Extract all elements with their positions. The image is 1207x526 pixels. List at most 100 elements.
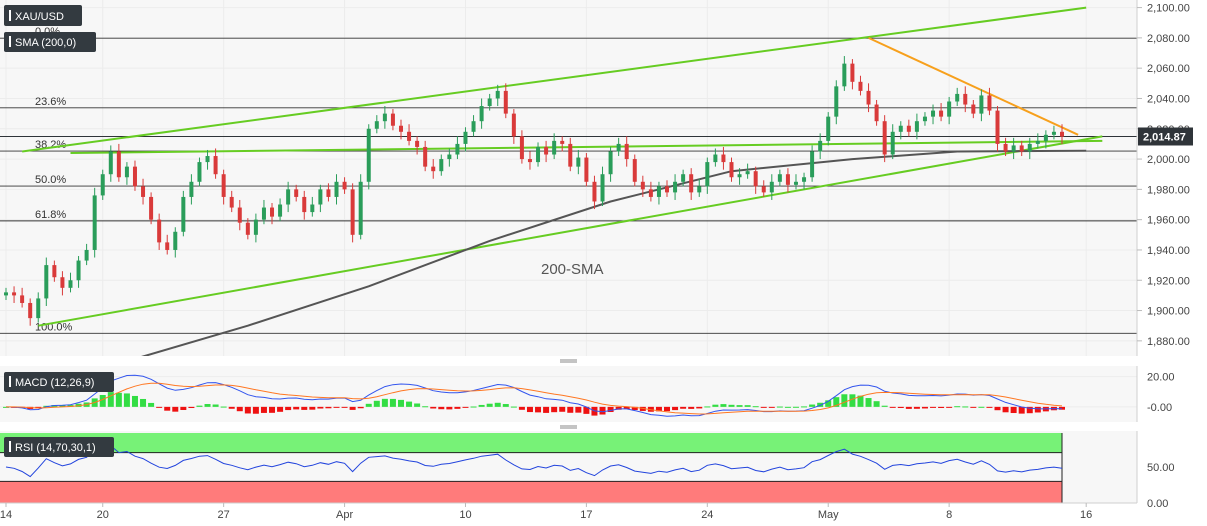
- x-tick-label: 20: [97, 509, 109, 521]
- y-tick-label: 2,100.00: [1147, 3, 1190, 15]
- x-tick-label: May: [818, 509, 839, 521]
- candle-body: [1051, 131, 1056, 135]
- macd-bar: [164, 406, 171, 411]
- candle-body: [1043, 134, 1048, 141]
- candle-body: [939, 110, 944, 117]
- macd-line: [5, 374, 1063, 417]
- candle-body: [576, 157, 581, 167]
- candle-body: [866, 90, 871, 105]
- macd-bar: [99, 394, 106, 407]
- macd-bar: [559, 406, 566, 412]
- macd-bar: [131, 395, 138, 407]
- candle-body: [479, 106, 484, 122]
- macd-bar: [1026, 406, 1033, 414]
- candle-body: [253, 219, 258, 235]
- x-tick-label: 14: [0, 509, 12, 521]
- macd-bar: [414, 403, 421, 407]
- macd-bar: [994, 406, 1001, 411]
- candle-body: [431, 166, 436, 172]
- macd-bar: [406, 401, 413, 407]
- x-tick-label: Apr: [336, 509, 353, 521]
- candle-body: [947, 101, 952, 117]
- macd-bar: [986, 406, 993, 408]
- macd-bar: [607, 406, 614, 413]
- candle-body: [721, 154, 726, 163]
- candle-body: [463, 131, 468, 144]
- macd-bar: [978, 406, 985, 408]
- candle-body: [898, 125, 903, 132]
- last-price-badge: [1138, 127, 1193, 146]
- macd-bar: [841, 394, 848, 407]
- macd-bar: [397, 399, 404, 407]
- macd-bar: [140, 398, 147, 407]
- macd-bar: [752, 406, 759, 408]
- macd-badge[interactable]: [4, 372, 114, 392]
- candle-body: [455, 143, 460, 155]
- macd-bar: [285, 406, 292, 411]
- macd-bar: [269, 406, 276, 413]
- macd-bar: [446, 406, 453, 410]
- sma-200-line: [118, 149, 1087, 365]
- pane-separator-1[interactable]: [0, 356, 1137, 366]
- candle-body: [527, 159, 532, 163]
- candle-body: [398, 125, 403, 132]
- candle-body: [656, 186, 661, 197]
- macd-axis: 20.00 -0.00: [1147, 372, 1175, 414]
- macd-bar: [389, 398, 396, 407]
- candle-body: [12, 292, 17, 296]
- x-tick-label: 10: [459, 509, 471, 521]
- candle-body: [1035, 140, 1040, 144]
- macd-bar: [277, 406, 284, 412]
- candle-body: [568, 143, 573, 167]
- rsi-badge[interactable]: [4, 437, 114, 457]
- candle-body: [592, 181, 597, 202]
- candle-body: [697, 186, 702, 193]
- macd-bar: [809, 404, 816, 407]
- candle-body: [624, 143, 629, 160]
- macd-bar: [970, 406, 977, 408]
- macd-tick-label: 20.00: [1147, 372, 1175, 384]
- macd-bar: [357, 406, 364, 409]
- macd-bar: [1002, 406, 1009, 413]
- signal-line: [6, 382, 1063, 415]
- macd-bar: [430, 406, 437, 409]
- macd-bar: [551, 406, 558, 413]
- candle-body: [471, 121, 476, 132]
- macd-bar: [865, 398, 872, 407]
- macd-bar: [825, 400, 832, 407]
- candle-body: [826, 116, 831, 141]
- pane-separator-2[interactable]: [0, 422, 1137, 431]
- y-tick-label: 2,060.00: [1147, 63, 1190, 75]
- macd-bar: [220, 406, 227, 408]
- candle-body: [963, 93, 968, 105]
- candle-body: [286, 189, 291, 205]
- macd-bar: [107, 392, 114, 407]
- candle-body: [141, 186, 146, 197]
- macd-bar: [728, 404, 735, 407]
- trendlines: [21, 6, 1103, 327]
- candle-body: [785, 174, 790, 185]
- macd-bar: [688, 406, 695, 409]
- macd-bar: [913, 406, 920, 409]
- macd-bar: [664, 406, 671, 412]
- macd-bar: [930, 406, 937, 408]
- candle-body: [68, 280, 73, 288]
- macd-bar: [212, 404, 219, 407]
- candle-body: [116, 151, 121, 178]
- candle-body: [632, 159, 637, 182]
- macd-bar: [655, 406, 662, 412]
- macd-bar: [365, 403, 372, 407]
- macd-bar: [204, 404, 211, 407]
- candle-body: [302, 196, 307, 213]
- rsi-oversold-zone: [0, 481, 1062, 503]
- symbol-badge[interactable]: [4, 5, 82, 26]
- candle-body: [189, 181, 194, 197]
- macd-bar: [543, 406, 550, 413]
- macd-bar: [615, 406, 622, 410]
- rsi-tick-label: 50.00: [1147, 462, 1175, 474]
- sma-indicator-badge[interactable]: [4, 32, 96, 52]
- candle-body: [818, 140, 823, 152]
- price-candles: [4, 56, 1064, 326]
- candle-body: [544, 146, 549, 155]
- y-tick-label: 1,940.00: [1147, 245, 1190, 257]
